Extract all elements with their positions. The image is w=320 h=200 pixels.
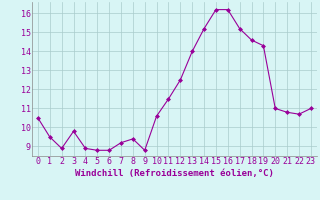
X-axis label: Windchill (Refroidissement éolien,°C): Windchill (Refroidissement éolien,°C) — [75, 169, 274, 178]
